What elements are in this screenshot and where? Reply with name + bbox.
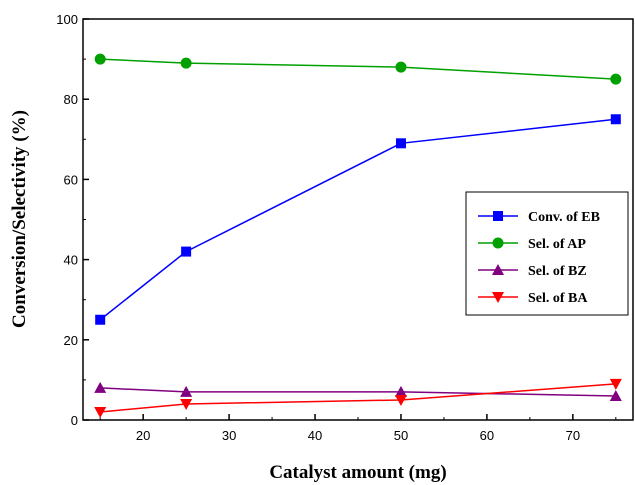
series-line [100, 58, 616, 80]
x-tick-label: 50 [394, 428, 408, 443]
legend-marker [492, 292, 504, 303]
x-tick-label: 30 [222, 428, 236, 443]
data-point [610, 114, 621, 125]
x-tick-label: 40 [308, 428, 322, 443]
legend-label: Sel. of BA [528, 291, 588, 306]
series-layer [94, 53, 622, 418]
data-point [395, 61, 407, 73]
legend-marker [492, 237, 504, 249]
series-1 [94, 53, 622, 85]
legend-item: Conv. of EB [478, 210, 600, 225]
x-axis-title: Catalyst amount (mg) [269, 462, 446, 483]
y-tick-label: 20 [64, 333, 78, 348]
x-tick-label: 20 [136, 428, 150, 443]
legend-label: Sel. of BZ [528, 264, 587, 279]
series-line [100, 387, 616, 397]
series-line [99, 118, 616, 321]
y-tick-label: 0 [71, 413, 78, 428]
legend-label: Conv. of EB [528, 210, 600, 225]
legend-label: Sel. of AP [528, 237, 586, 252]
data-point [395, 138, 406, 149]
y-tick-label: 40 [64, 253, 78, 268]
data-point [180, 398, 193, 410]
data-point [180, 57, 192, 69]
data-point [609, 378, 622, 390]
series-3 [94, 378, 622, 418]
data-point [610, 73, 622, 85]
legend-marker [492, 264, 504, 275]
data-point [94, 53, 106, 65]
legend-item: Sel. of BA [478, 291, 588, 306]
legend-marker [493, 211, 503, 221]
data-point [94, 381, 107, 393]
data-point [181, 246, 192, 257]
y-axis: 0 20 40 60 80 100 [56, 12, 89, 428]
data-point [394, 394, 407, 406]
legend-item: Sel. of AP [478, 237, 586, 252]
data-point [180, 385, 193, 397]
y-tick-label: 100 [56, 12, 78, 27]
legend: Conv. of EB Sel. of AP Sel. of BZ Sel. of B… [465, 191, 629, 316]
legend-item: Sel. of BZ [478, 264, 587, 279]
series-line [100, 383, 616, 413]
series-0 [95, 114, 621, 325]
series-2 [94, 381, 622, 401]
data-point [609, 389, 622, 401]
x-tick-label: 60 [480, 428, 494, 443]
data-point [95, 314, 106, 325]
data-point [94, 406, 107, 418]
y-tick-label: 60 [64, 172, 78, 187]
y-axis-title: Conversion/Selectivity (%) [9, 110, 30, 328]
x-axis: 20 30 40 50 60 70 [99, 414, 617, 443]
y-tick-label: 80 [64, 92, 78, 107]
x-tick-label: 70 [566, 428, 580, 443]
data-point [394, 385, 407, 397]
